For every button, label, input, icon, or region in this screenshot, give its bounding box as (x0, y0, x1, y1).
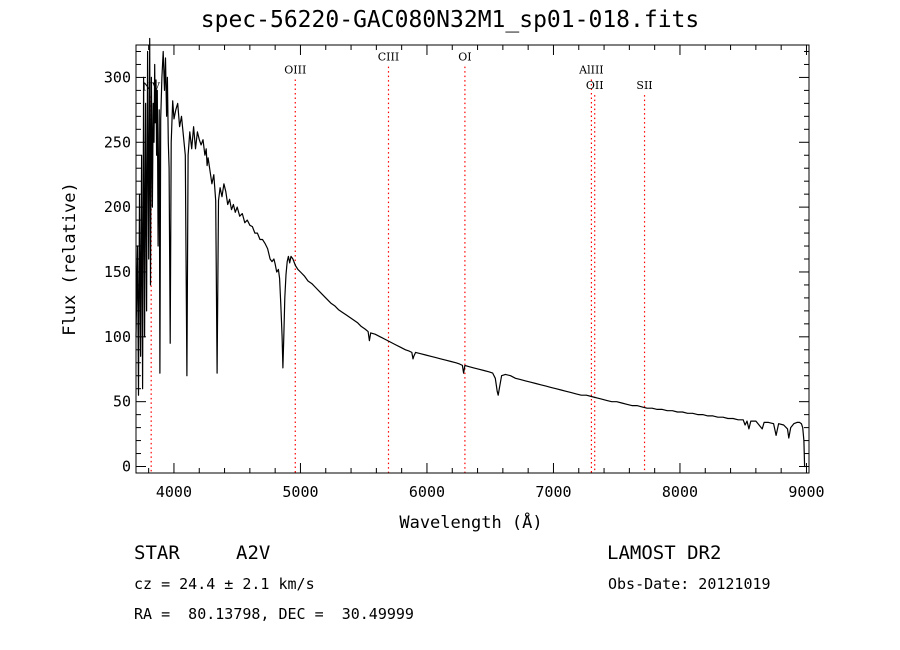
y-tick-label: 250 (104, 133, 131, 151)
marker-label: OII (586, 79, 604, 92)
x-tick-label: 5000 (282, 483, 318, 501)
redshift-cz: cz = 24.4 ± 2.1 km/s (134, 575, 315, 593)
spectral-subclass: A2V (236, 542, 271, 564)
axis-ticks: 4000 5000 6000 7000 8000 9000 0 50 100 150 200 250 3… (104, 45, 825, 501)
x-tick-label: 7000 (535, 483, 571, 501)
chart-title: spec-56220-GAC080N32M1_sp01-018.fits (200, 7, 700, 33)
marker-label: SII (636, 79, 652, 92)
y-tick-label: 100 (104, 328, 131, 346)
y-tick-label: 300 (104, 68, 131, 86)
x-tick-label: 4000 (156, 483, 192, 501)
marker-label: OI (458, 51, 471, 64)
survey-name: LAMOST DR2 (607, 542, 722, 564)
marker-label: CIII (378, 51, 399, 64)
y-tick-label: 200 (104, 198, 131, 216)
spectrum-series (135, 37, 806, 468)
plot-frame (135, 44, 810, 474)
y-tick-label: 0 (122, 458, 131, 476)
spectrum-line (135, 37, 806, 468)
y-tick-label: 150 (104, 263, 131, 281)
x-tick-label: 8000 (662, 483, 698, 501)
marker-label: AlIII (578, 64, 604, 77)
coordinates: RA = 80.13798, DEC = 30.49999 (134, 605, 414, 623)
x-tick-label: 6000 (409, 483, 445, 501)
x-tick-label: 9000 (788, 483, 824, 501)
y-axis-label: Flux (relative) (60, 182, 80, 336)
object-class: STAR (134, 542, 180, 564)
x-axis-label: Wavelength (Å) (399, 511, 542, 533)
observation-date: Obs-Date: 20121019 (608, 575, 771, 593)
marker-label: OIII (284, 64, 306, 77)
y-tick-label: 50 (113, 393, 131, 411)
